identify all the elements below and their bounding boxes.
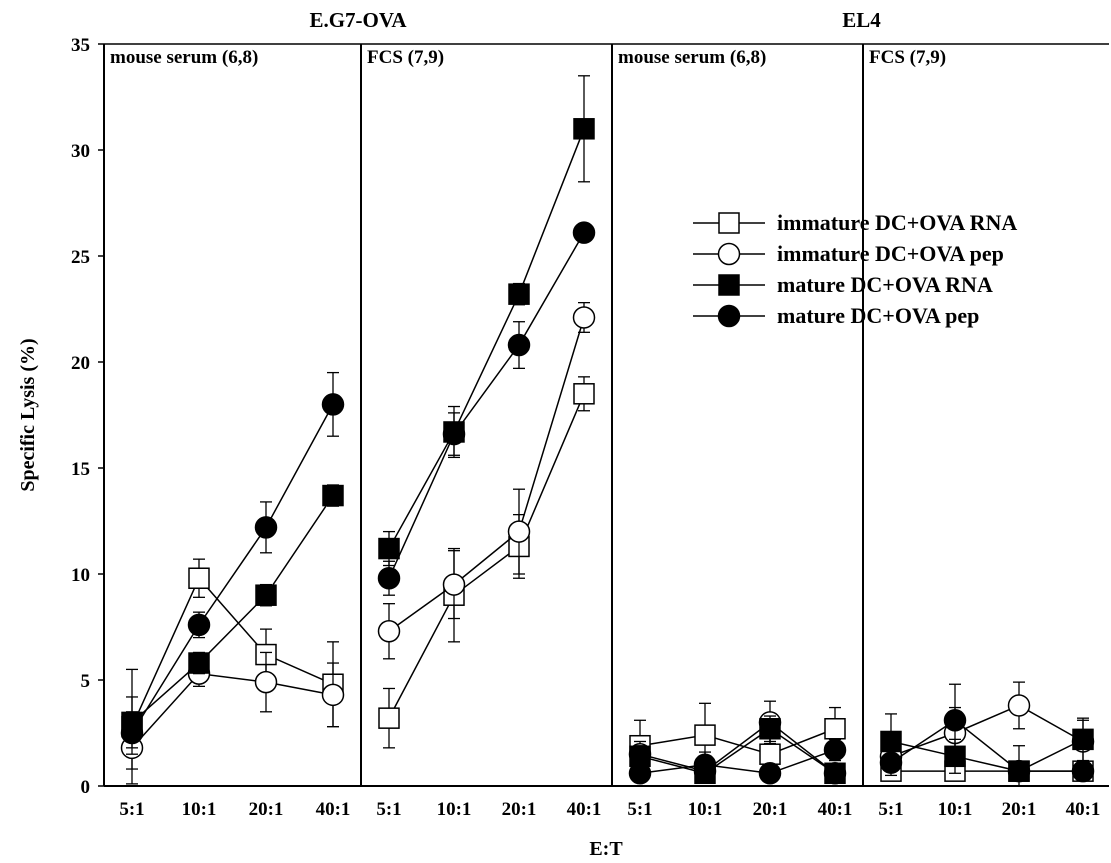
data-point-square — [573, 383, 595, 405]
group-title: E.G7-OVA — [309, 8, 407, 32]
data-point-circle — [1007, 759, 1031, 783]
data-point-square — [188, 652, 210, 674]
data-point-circle — [321, 683, 345, 707]
series-line — [131, 495, 334, 723]
y-tick-label: 15 — [71, 459, 90, 480]
data-point-square — [573, 118, 595, 140]
y-tick-label: 30 — [71, 141, 90, 162]
data-point-square — [824, 718, 846, 740]
data-point-circle — [823, 738, 847, 762]
data-point-square — [378, 537, 400, 560]
x-tick-label: 10:1 — [938, 799, 973, 820]
y-tick-label: 0 — [81, 777, 91, 798]
data-point-square — [759, 718, 781, 740]
x-tick-label: 10:1 — [437, 799, 472, 820]
y-tick-label: 20 — [71, 353, 90, 374]
data-point-square — [322, 484, 344, 507]
y-tick-label: 5 — [81, 671, 91, 692]
series-line — [890, 738, 1084, 772]
x-axis-label: E:T — [589, 838, 623, 860]
legend-label: immature DC+OVA RNA — [777, 210, 1017, 235]
x-tick-label: 5:1 — [376, 799, 401, 820]
data-point-circle — [1007, 694, 1031, 717]
series-line — [131, 672, 334, 749]
series-line — [388, 128, 585, 549]
data-point-circle — [1071, 759, 1095, 783]
legend-label: immature DC+OVA pep — [777, 241, 1004, 266]
legend-label: mature DC+OVA RNA — [777, 272, 993, 297]
data-point-circle — [572, 306, 596, 329]
data-point-circle — [693, 753, 717, 777]
x-tick-label: 40:1 — [818, 799, 853, 820]
series-line — [131, 576, 334, 727]
data-point-circle — [442, 573, 466, 596]
group-title: EL4 — [842, 8, 881, 32]
data-point-square — [880, 730, 902, 753]
legend-marker-circle — [717, 242, 741, 266]
legend-marker-circle — [717, 304, 741, 328]
series-line — [890, 704, 1084, 758]
x-tick-label: 5:1 — [627, 799, 652, 820]
series-line — [639, 727, 836, 775]
x-tick-label: 10:1 — [688, 799, 723, 820]
series-line — [388, 232, 585, 579]
x-tick-label: 40:1 — [1066, 799, 1101, 820]
data-point-square — [759, 743, 781, 765]
y-axis-label: Specific Lysis (%) — [17, 338, 39, 491]
data-point-circle — [442, 422, 466, 446]
data-point-square — [188, 567, 210, 589]
y-tick-label: 10 — [71, 565, 90, 586]
data-point-circle — [879, 751, 903, 774]
y-tick-label: 25 — [71, 247, 90, 268]
data-point-circle — [187, 613, 211, 637]
x-tick-label: 20:1 — [753, 799, 788, 820]
data-point-circle — [377, 566, 401, 590]
panel-label: mouse serum (6,8) — [110, 47, 258, 68]
x-tick-label: 10:1 — [182, 799, 217, 820]
data-point-square — [1072, 728, 1094, 751]
data-point-circle — [507, 333, 531, 357]
legend-marker-square — [718, 274, 740, 296]
x-tick-label: 20:1 — [502, 799, 537, 820]
data-point-circle — [377, 619, 401, 643]
data-point-circle — [254, 670, 278, 694]
data-point-square — [694, 724, 716, 746]
data-point-square — [824, 762, 846, 785]
data-point-square — [508, 283, 530, 305]
data-point-circle — [628, 762, 652, 785]
series-line — [388, 393, 585, 719]
series-line — [890, 719, 1083, 772]
x-tick-label: 5:1 — [119, 799, 144, 820]
panel-label: FCS (7,9) — [869, 47, 946, 68]
series-line — [639, 728, 836, 755]
x-tick-label: 40:1 — [316, 799, 351, 820]
data-point-circle — [507, 520, 531, 543]
series-line — [639, 749, 836, 775]
data-point-circle — [572, 221, 596, 244]
data-point-square — [378, 707, 400, 729]
series-line — [388, 317, 585, 632]
data-point-circle — [943, 709, 967, 732]
panel-label: FCS (7,9) — [367, 47, 444, 68]
data-point-circle — [120, 721, 144, 745]
panel-label: mouse serum (6,8) — [618, 47, 766, 68]
x-tick-label: 20:1 — [1002, 799, 1037, 820]
legend-label: mature DC+OVA pep — [777, 303, 979, 328]
data-point-circle — [321, 393, 345, 416]
x-tick-label: 20:1 — [249, 799, 284, 820]
legend-marker-square — [718, 212, 740, 234]
data-point-circle — [758, 762, 782, 785]
y-tick-label: 35 — [71, 35, 90, 56]
series-line — [639, 721, 836, 774]
x-tick-label: 40:1 — [567, 799, 602, 820]
x-tick-label: 5:1 — [878, 799, 903, 820]
data-point-square — [255, 584, 277, 606]
series-line — [131, 404, 334, 734]
data-point-circle — [254, 516, 278, 539]
